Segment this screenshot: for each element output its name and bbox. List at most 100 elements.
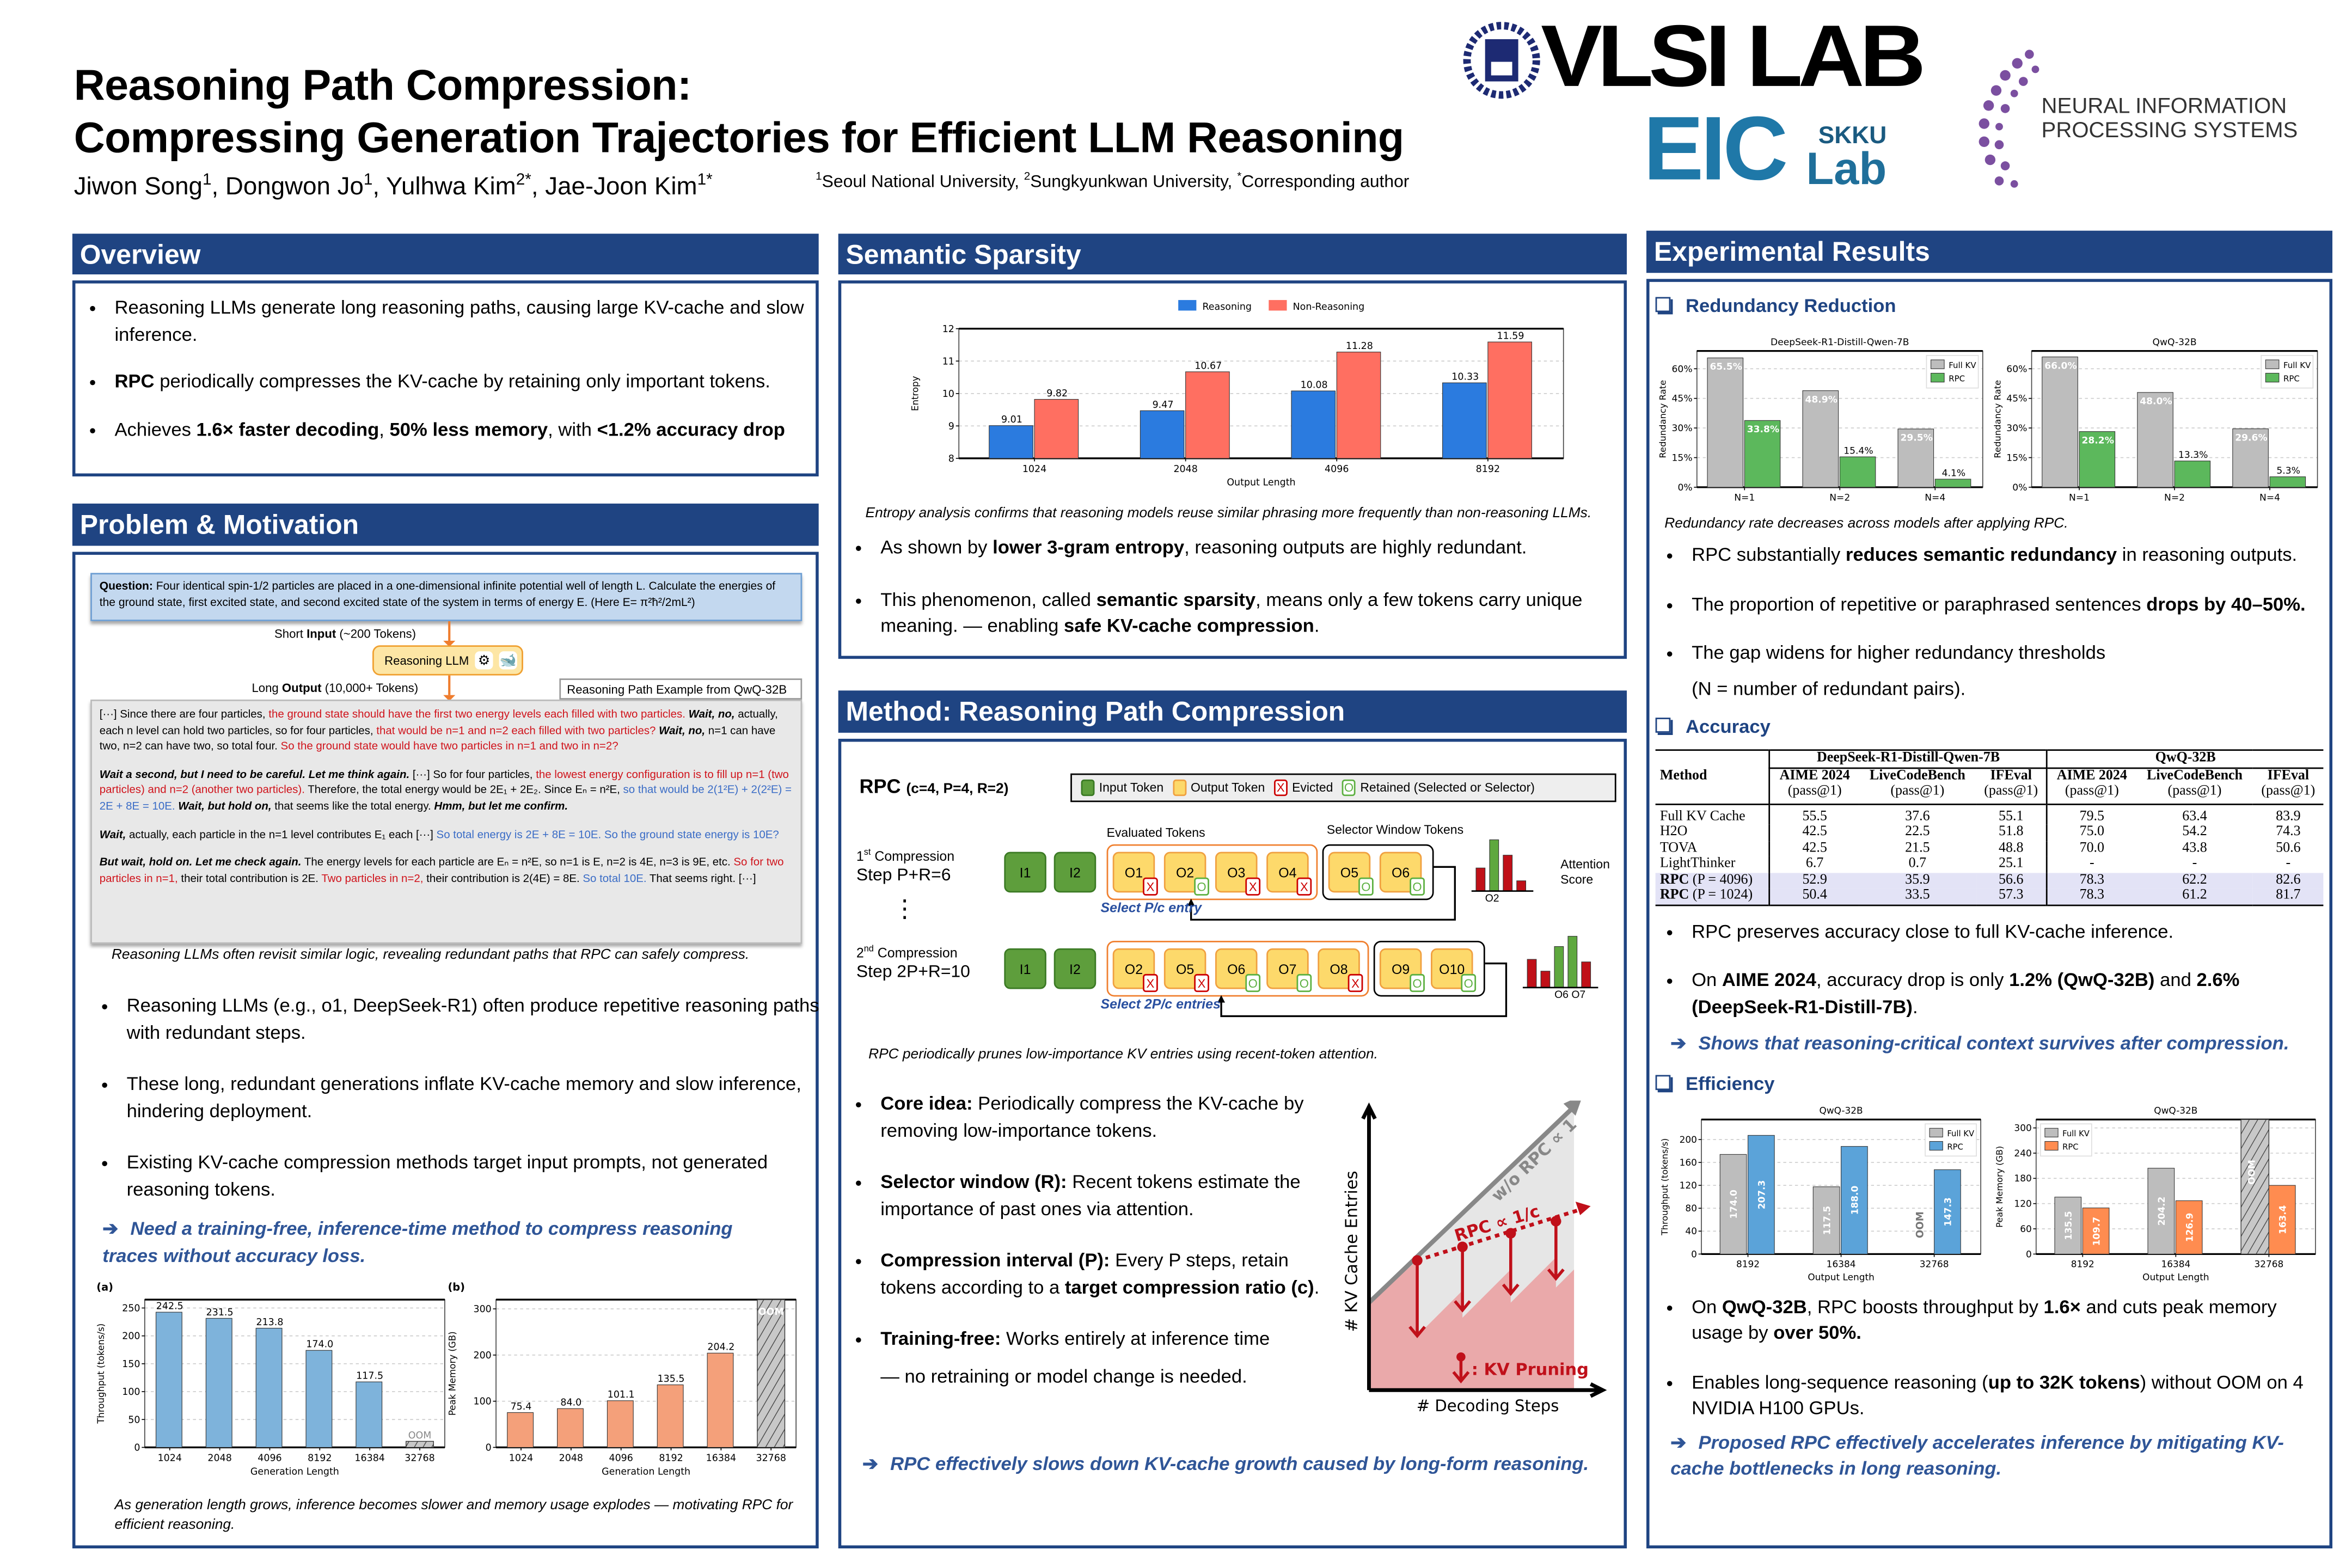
value-label: 13.3% — [2178, 450, 2208, 461]
benchmark-name: AIME 2024 — [2056, 768, 2127, 783]
accuracy-table: Method DeepSeek-R1-Distill-Qwen-7B QwQ-32B… — [1655, 749, 2324, 905]
legend-swatch — [2265, 372, 2280, 383]
value-cell: 51.8 — [1999, 824, 2024, 840]
value-label: 163.4 — [2277, 1204, 2288, 1233]
token-label: O2 — [1175, 865, 1195, 880]
token-label: O8 — [1330, 961, 1348, 977]
bullet: Reasoning LLMs generate long reasoning p… — [89, 296, 823, 348]
y-axis-label: Throughput (tokens/s) — [96, 1324, 106, 1424]
legend-swatch — [2044, 1127, 2059, 1137]
retained-o-icon: O — [1245, 973, 1261, 993]
value-label: 15.4% — [1843, 446, 1873, 457]
subheading-accuracy: Accuracy — [1655, 716, 2324, 739]
attention-bar — [1503, 855, 1513, 892]
table-row: RPC (P = 4096) 52.9 35.9 56.6 78.3 62.2 82.6 — [1655, 872, 2324, 889]
value-cell: 81.7 — [2253, 888, 2324, 905]
y-tick-label: 100 — [122, 1387, 140, 1398]
redundancy-charts: 0% 15% 30% 45% 60% N=1 65.5% 33.8% N=2 48.9% 15.4%… — [1656, 323, 2324, 513]
method-name: Full KV Cache — [1659, 808, 1745, 824]
emphasis: over 50%. — [1773, 1322, 1861, 1344]
method-bullets: Core idea: Periodically compress the KV-… — [853, 1092, 1333, 1390]
value-label: 174.0 — [306, 1339, 333, 1350]
evicted-x-icon: X — [1245, 877, 1261, 896]
semantic-bullets: As shown by lower 3-gram entropy, reason… — [853, 535, 1619, 640]
input-token: I2 — [1054, 948, 1097, 989]
reasoning-paragraph: Wait a second, but I need to be careful.… — [100, 767, 793, 815]
problem-section: Question: Four identical spin-1/2 partic… — [72, 552, 819, 1548]
bar — [255, 1327, 283, 1448]
neurips-line-1: NEURAL INFORMATION — [2041, 95, 2287, 119]
emphasis: up to 32K tokens — [1988, 1371, 2140, 1393]
efficiency-throughput-chart: 0 40 80 120 160 200 8192 174.0 207.3 16384 117.5 18… — [1659, 1104, 1981, 1282]
method-cell: LightThinker — [1656, 856, 1770, 872]
column-header: IFEval (pass@1) — [1976, 768, 2047, 804]
value-cell: 70.0 — [2046, 840, 2136, 856]
value-label: 126.9 — [2184, 1212, 2195, 1241]
bar — [707, 1352, 734, 1448]
y-axis-label: Entropy — [910, 376, 920, 411]
neurips-wordmark: NEURAL INFORMATION PROCESSING SYSTEMS — [2042, 95, 2298, 143]
bullet: The gap widens for higher redundancy thr… — [1666, 641, 2325, 667]
emphasis: target compression ratio (c) — [1064, 1276, 1314, 1297]
arrow-up-icon — [1187, 898, 1195, 906]
value-label: 188.0 — [1849, 1185, 1860, 1214]
column-header: AIME 2024 (pass@1) — [1769, 767, 1859, 804]
plot-frame — [144, 1299, 445, 1448]
emphasis: Compression interval (P): — [880, 1250, 1110, 1271]
y-axis-label: Redundancy Rate — [1658, 380, 1668, 458]
text-segment: . — [1912, 996, 1918, 1017]
connector-line — [1190, 866, 1456, 921]
bar — [1487, 341, 1532, 459]
column-header: LiveCodeBench (pass@1) — [1859, 768, 1976, 804]
bar — [1897, 428, 1934, 488]
kv-pruning-arrow-icon — [1452, 1357, 1470, 1383]
input-token: I1 — [1004, 948, 1046, 989]
token-label: O10 — [1439, 961, 1465, 977]
rpc-config-title: RPC (c=4, P=4, R=2) — [859, 775, 1008, 798]
value-cell: 37.6 — [1905, 808, 1930, 824]
value-cell: 62.2 — [2136, 872, 2253, 889]
highlight-red: the lowest energy configuration is to fi… — [99, 767, 789, 797]
bullet: Existing KV-cache compression methods ta… — [101, 1150, 820, 1203]
bar — [305, 1350, 333, 1448]
text-segment: Works entirely at inference time — [1001, 1328, 1270, 1350]
output-token: O6 O — [1379, 852, 1425, 896]
legend-input: Input Token — [1081, 779, 1163, 797]
table-row: RPC (P = 1024) 50.4 33.5 57.3 78.3 61.2 81.7 — [1655, 888, 2324, 905]
selector-window-group — [1322, 844, 1434, 901]
value-cell: 55.1 — [1999, 808, 2024, 824]
evicted-x-icon: X — [1296, 877, 1312, 896]
value-cell: 79.5 — [2046, 803, 2136, 825]
benchmark-name: LiveCodeBench — [1869, 768, 1965, 783]
attention-bar — [1554, 946, 1564, 988]
arrow-right-icon: ➔ — [1670, 1431, 1687, 1453]
rpc-label: RPC — [859, 775, 901, 798]
affiliation-name: Seoul National University, — [822, 173, 1024, 192]
text-segment: These long, redundant generations inflat… — [126, 1073, 801, 1121]
legend-label: RPC — [1949, 373, 1965, 383]
retained-o-icon: O — [1194, 877, 1209, 896]
skku-wordmark: SKKU — [1818, 124, 1887, 150]
text-segment: On — [1692, 1296, 1722, 1317]
output-token: O4 X — [1266, 852, 1312, 896]
author-name: Jiwon Song — [74, 173, 203, 201]
value-label: 117.5 — [1821, 1205, 1832, 1234]
memory-chart: 0 100 200 300 1024 75.4 2048 84.0 4096 101.1 8192 1… — [447, 1281, 797, 1477]
highlight-red: the ground state should have the first t… — [268, 707, 685, 721]
y-axis-label: # KV Cache Entries — [1342, 1171, 1361, 1332]
affiliation-mark: 1 — [816, 169, 822, 183]
y-tick-label: 11 — [942, 356, 954, 367]
x-tick-label: 1024 — [509, 1453, 533, 1463]
author-name: Yulhwa Kim — [386, 173, 516, 201]
affiliation-name: Corresponding author — [1241, 173, 1410, 192]
neurips-dots-icon — [1979, 50, 2039, 188]
efficiency-charts: 0 40 80 120 160 200 8192 174.0 207.3 16384 117.5 18… — [1656, 1095, 2324, 1291]
bar — [2175, 1199, 2203, 1254]
x-axis-label: Output Length — [2142, 1271, 2209, 1282]
token-label: O4 — [1278, 865, 1297, 880]
emphasis: Wait, but hold on, — [175, 799, 272, 813]
evicted-x-icon: X — [1143, 877, 1158, 896]
bar — [1291, 390, 1336, 459]
token-label: I2 — [1069, 865, 1081, 880]
token-label: O3 — [1227, 865, 1246, 880]
